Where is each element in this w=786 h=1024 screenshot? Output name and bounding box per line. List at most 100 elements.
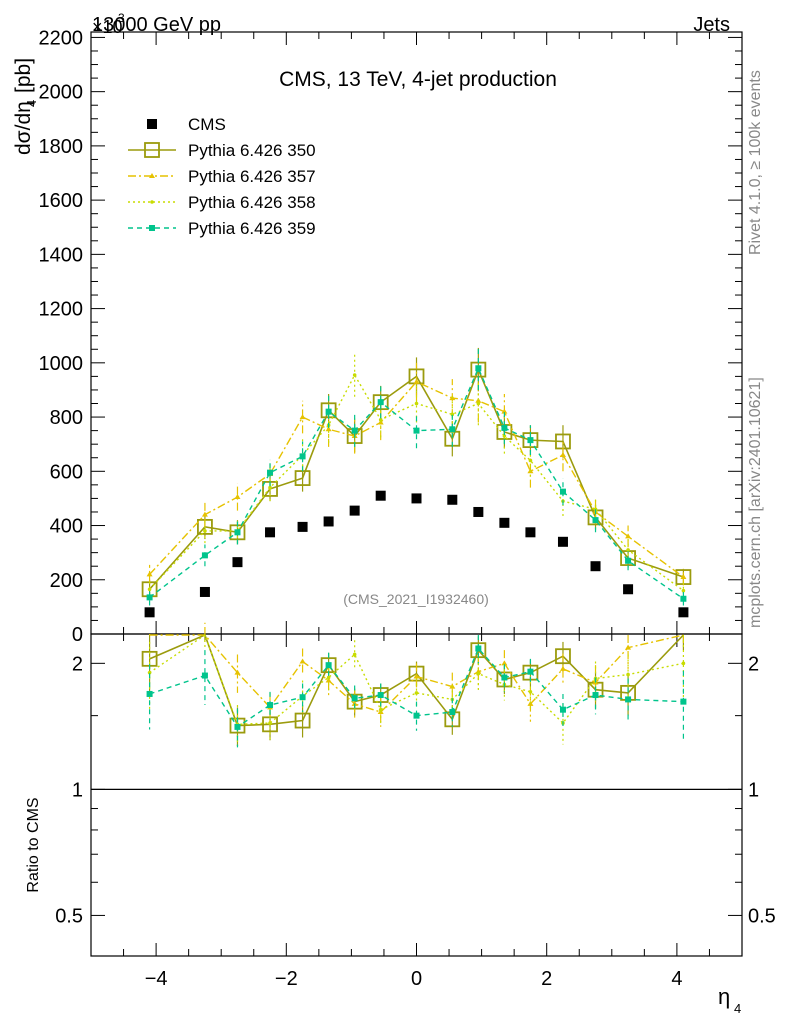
ratio-y-tick-label-right: 2 bbox=[748, 653, 759, 675]
ratio-x-tick-label: 0 bbox=[411, 968, 422, 990]
ratio-point bbox=[625, 696, 632, 703]
data-point bbox=[375, 490, 386, 501]
main-y-tick-label: 2000 bbox=[39, 82, 84, 104]
data-point bbox=[378, 417, 383, 422]
ratio-series-pythia-6.426-350 bbox=[141, 633, 685, 746]
main-y-tick-label: 200 bbox=[50, 570, 83, 592]
data-point bbox=[590, 561, 601, 572]
data-point bbox=[203, 529, 207, 533]
ratio-point bbox=[325, 662, 332, 669]
legend-label: Pythia 6.426 359 bbox=[188, 219, 316, 238]
x-axis-label-main: η bbox=[718, 984, 730, 1009]
ratio-line bbox=[149, 633, 684, 726]
ratio-point bbox=[555, 648, 571, 665]
main-y-tick-label: 400 bbox=[50, 516, 83, 538]
ratio-point bbox=[267, 702, 274, 709]
ratio-point bbox=[527, 668, 534, 675]
data-point bbox=[325, 426, 332, 432]
ratio-point bbox=[559, 665, 566, 671]
main-y-tick-label: 1200 bbox=[39, 299, 84, 321]
y-axis-label: dσ/dη 4 [pb] bbox=[12, 58, 39, 155]
data-point bbox=[201, 511, 208, 517]
ratio-point bbox=[268, 721, 272, 725]
data-point bbox=[625, 557, 632, 564]
data-point bbox=[681, 588, 686, 593]
main-y-tick-label: 600 bbox=[50, 461, 83, 483]
legend-item: CMS bbox=[147, 115, 226, 134]
ratio-point bbox=[147, 670, 152, 675]
legend-marker bbox=[144, 142, 160, 158]
data-point bbox=[450, 412, 455, 417]
ratio-point bbox=[146, 690, 153, 697]
ratio-x-tick-label: 2 bbox=[541, 968, 552, 990]
ratio-series-layer bbox=[141, 622, 687, 748]
data-point bbox=[146, 571, 153, 577]
data-point bbox=[559, 488, 566, 495]
legend-marker bbox=[147, 119, 157, 129]
main-y-tick-label: 1400 bbox=[39, 244, 84, 266]
data-point bbox=[475, 365, 482, 372]
header-right: Jets bbox=[693, 14, 730, 36]
legend-label: Pythia 6.426 350 bbox=[188, 141, 316, 160]
main-y-tick-label: 1600 bbox=[39, 190, 84, 212]
ratio-point bbox=[351, 700, 358, 706]
series-pythia-6.426-359 bbox=[146, 346, 687, 606]
data-point bbox=[447, 494, 458, 505]
legend-marker bbox=[150, 200, 154, 204]
ratio-point bbox=[377, 692, 384, 699]
ratio-point bbox=[234, 669, 241, 675]
ratio-point bbox=[413, 712, 420, 719]
data-point bbox=[499, 517, 510, 528]
ratio-point bbox=[414, 691, 419, 695]
data-point bbox=[349, 505, 360, 516]
ratio-point bbox=[501, 674, 508, 681]
data-point bbox=[146, 594, 153, 601]
data-point bbox=[232, 557, 243, 568]
data-point bbox=[144, 607, 155, 618]
data-point bbox=[592, 517, 599, 524]
data-point bbox=[476, 401, 481, 406]
data-point bbox=[501, 424, 508, 431]
x-axis-label-sub: 4 bbox=[734, 1001, 741, 1016]
ratio-point bbox=[201, 672, 208, 679]
ratio-point bbox=[449, 709, 456, 716]
data-point bbox=[234, 529, 241, 536]
ratio-point bbox=[528, 690, 533, 694]
main-plot-panel: 0 200 400 600 800 1000 1200 1400 1600 1800 2000 220… bbox=[12, 27, 743, 646]
ratio-y-tick-label: 1 bbox=[72, 779, 83, 801]
data-point bbox=[680, 574, 687, 580]
ratio-point bbox=[294, 712, 311, 729]
ratio-series-pythia-6.426-359 bbox=[146, 635, 687, 748]
data-point bbox=[449, 426, 456, 433]
data-point bbox=[199, 586, 210, 597]
ratio-point bbox=[234, 723, 241, 730]
ratio-x-tick-label: −2 bbox=[275, 968, 298, 990]
series-cms bbox=[144, 490, 689, 618]
x-axis-label: η 4 bbox=[718, 984, 741, 1016]
legend: CMS Pythia 6.426 350 Pythia 6.426 357 Pythi… bbox=[128, 115, 316, 238]
ratio-axis-label: Ratio to CMS bbox=[25, 797, 42, 892]
y-axis-label-sub: 4 bbox=[24, 100, 39, 107]
legend-item: Pythia 6.426 350 bbox=[128, 141, 316, 160]
ratio-point bbox=[559, 706, 566, 713]
legend-marker bbox=[149, 173, 155, 178]
data-point bbox=[525, 527, 536, 538]
main-axes: 0 200 400 600 800 1000 1200 1400 1600 1800 2000 220… bbox=[39, 27, 743, 646]
data-point bbox=[351, 427, 358, 434]
main-y-tick-label: 0 bbox=[72, 624, 83, 646]
ratio-point bbox=[475, 668, 482, 674]
data-point bbox=[413, 378, 420, 384]
ratio-point bbox=[378, 707, 383, 712]
data-point bbox=[323, 516, 334, 527]
ratio-point bbox=[626, 672, 630, 677]
data-point bbox=[413, 427, 420, 434]
ratio-y-tick-label-right: 0.5 bbox=[748, 905, 776, 927]
ratio-y-tick-label: 2 bbox=[72, 653, 83, 675]
mcplots-label: mcplots.cern.ch [arXiv:2401.10621] bbox=[747, 377, 764, 628]
data-point bbox=[325, 408, 332, 415]
ratio-point bbox=[625, 644, 632, 650]
data-point bbox=[147, 587, 152, 592]
ratio-x-tick-label: 4 bbox=[671, 968, 682, 990]
legend-item: Pythia 6.426 357 bbox=[128, 167, 316, 186]
legend-item: Pythia 6.426 359 bbox=[128, 219, 316, 238]
